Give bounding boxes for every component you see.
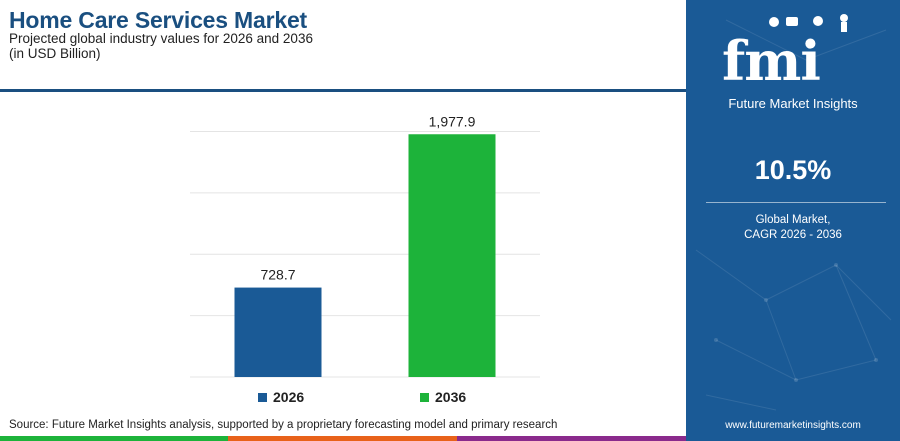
logo-text: fmi bbox=[722, 29, 821, 93]
bar-chart: 728.7 1,977.9 bbox=[190, 113, 540, 378]
legend-label-2036: 2036 bbox=[435, 389, 467, 405]
network-pattern-background bbox=[695, 19, 892, 411]
logo-figures-icon bbox=[769, 14, 848, 32]
legend-label-2026: 2026 bbox=[273, 389, 305, 405]
header-divider bbox=[0, 89, 686, 92]
cagr-value: 10.5% bbox=[754, 155, 832, 185]
stripe-segment bbox=[457, 436, 686, 441]
cagr-label-line2: CAGR 2026 - 2036 bbox=[744, 229, 842, 241]
legend-swatch-2036 bbox=[420, 392, 429, 402]
data-label-2036: 1,977.9 bbox=[429, 113, 476, 129]
website-link[interactable]: www.futuremarketinsights.com bbox=[725, 420, 861, 431]
chart-header: Home Care Services Market Projected glob… bbox=[0, 0, 686, 90]
bar-2036 bbox=[408, 134, 496, 377]
data-label-2026: 728.7 bbox=[260, 267, 295, 283]
legend-item-2036: 2036 bbox=[420, 389, 466, 405]
chart-area: 728.7 1,977.9 bbox=[0, 92, 686, 412]
bar-2026 bbox=[234, 287, 322, 377]
chart-subtitle: Projected global industry values for 202… bbox=[9, 31, 313, 46]
source-note: Source: Future Market Insights analysis,… bbox=[9, 419, 558, 431]
fmi-logo: fmi Future Market Insights bbox=[686, 10, 900, 111]
stripe-segment bbox=[0, 436, 228, 441]
chart-title: Home Care Services Market bbox=[9, 7, 307, 33]
side-divider bbox=[706, 202, 886, 203]
chart-legend: 2026 2036 bbox=[0, 389, 686, 405]
side-panel: fmi Future Market Insights 10.5% Global … bbox=[686, 0, 900, 441]
legend-item-2026: 2026 bbox=[258, 389, 304, 405]
logo-subtitle: Future Market Insights bbox=[728, 96, 858, 111]
chart-unit: (in USD Billion) bbox=[9, 46, 101, 61]
cagr-label-line1: Global Market, bbox=[755, 214, 831, 226]
legend-swatch-2026 bbox=[258, 392, 267, 402]
stripe-segment bbox=[228, 436, 457, 441]
